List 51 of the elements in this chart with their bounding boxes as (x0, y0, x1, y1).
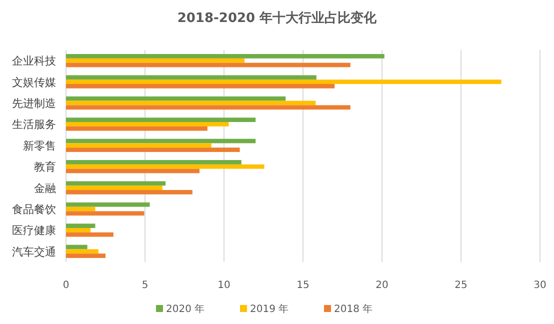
bar (66, 232, 114, 237)
bar (66, 148, 240, 152)
x-tick-label: 0 (62, 280, 70, 291)
bar (66, 126, 208, 131)
bar (66, 54, 384, 58)
bar (66, 75, 316, 80)
y-tick-label: 金融 (34, 182, 56, 195)
bar (66, 164, 264, 169)
bar (66, 160, 242, 164)
bar (66, 96, 286, 101)
bar (66, 122, 229, 126)
bar (66, 190, 192, 194)
y-tick-label: 文娱传媒 (12, 76, 56, 89)
y-tick-label: 医疗健康 (12, 224, 56, 238)
x-tick-label: 15 (296, 280, 310, 291)
bar (66, 80, 502, 84)
bar (66, 138, 256, 144)
x-tick-label: 30 (534, 280, 546, 291)
bar (66, 244, 88, 250)
bar (66, 105, 350, 110)
bar (66, 58, 245, 63)
bar (66, 224, 96, 228)
bar (66, 168, 200, 174)
bar (66, 249, 98, 254)
bar (66, 118, 256, 122)
x-tick-label: 25 (454, 280, 468, 291)
y-tick-label: 食品餐饮 (12, 203, 56, 216)
y-tick-label: 企业科技 (12, 54, 56, 68)
y-tick-label: 教育 (34, 160, 56, 174)
y-tick-label: 汽车交通 (12, 245, 56, 258)
bar (66, 181, 166, 186)
chart-title: 2018-2020 年十大行业占比变化 (177, 10, 378, 26)
bar (66, 211, 144, 216)
bar (66, 202, 150, 207)
x-tick-label: 5 (142, 280, 148, 291)
legend-label: 2019 年 (250, 303, 289, 315)
bar (66, 254, 106, 258)
bar (66, 62, 350, 68)
y-tick-label: 先进制造 (12, 97, 56, 110)
legend-label: 2020 年 (166, 303, 205, 315)
x-tick-label: 20 (376, 280, 388, 291)
bar (66, 84, 335, 88)
bar (66, 228, 90, 232)
bar (66, 100, 316, 106)
legend-label: 2018 年 (334, 303, 373, 315)
y-tick-label: 新零售 (23, 139, 56, 152)
bar (66, 206, 96, 212)
bar (66, 143, 212, 148)
y-tick-label: 生活服务 (12, 118, 56, 132)
bar (66, 186, 162, 190)
x-tick-label: 10 (218, 280, 230, 291)
